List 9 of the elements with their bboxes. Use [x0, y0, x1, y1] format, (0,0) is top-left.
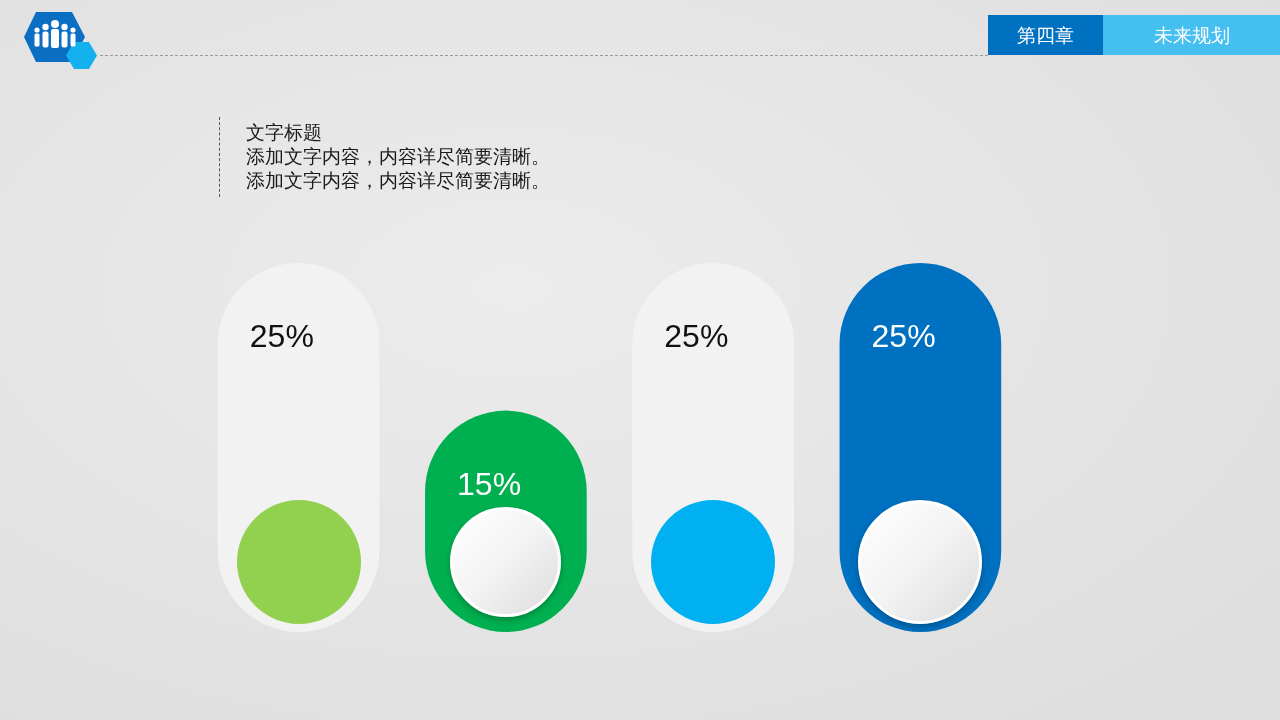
data-label: 25%: [249, 318, 314, 354]
data-label: 25%: [664, 318, 729, 354]
text: 第四章: [988, 15, 1103, 55]
text: 添加文字内容，内容详尽简要清晰。: [246, 144, 550, 168]
data-label: 25%: [871, 318, 936, 354]
chart-title: 文字标题: [246, 120, 322, 144]
text: 添加文字内容，内容详尽简要清晰。: [246, 168, 550, 192]
data-label: 15%: [457, 465, 522, 502]
text: 未来规划: [1103, 15, 1280, 55]
